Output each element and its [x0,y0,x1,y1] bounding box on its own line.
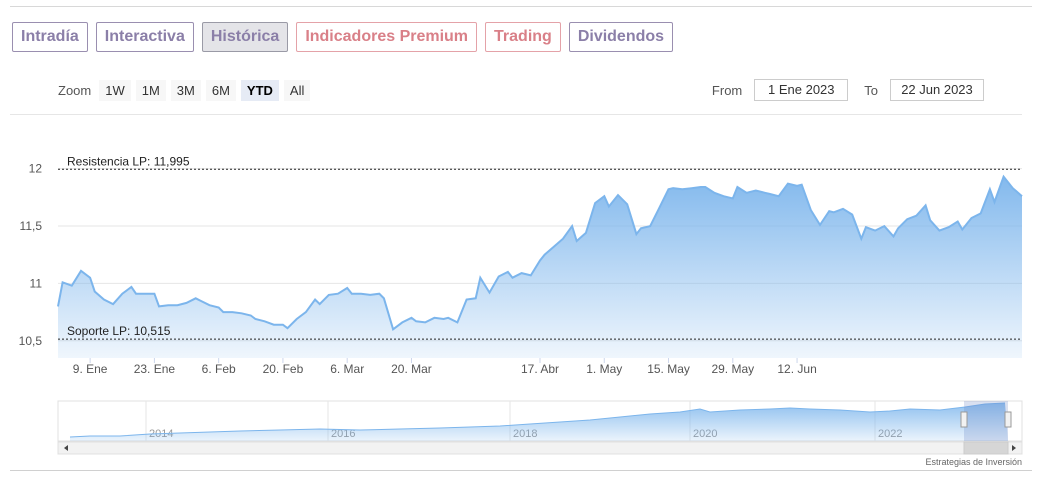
zoom-buttons: 1W 1M 3M 6M YTD All [99,80,315,101]
tab-hist-rica[interactable]: Histórica [201,22,289,52]
x-tick-label: 6. Feb [202,362,236,376]
navigator-area [70,403,1008,441]
x-tick-label: 20. Feb [263,362,304,376]
zoom-1m-button[interactable]: 1M [135,80,166,101]
x-tick-label: 20. Mar [391,362,432,376]
x-tick-label: 15. May [647,362,690,376]
tab-indicadores-premium[interactable]: Indicadores Premium [296,22,478,52]
scrollbar-thumb[interactable] [963,441,1009,455]
x-tick-label: 23. Ene [134,362,176,376]
top-divider [10,6,1032,7]
series-line [57,174,1023,331]
navigator-left-handle[interactable] [960,411,968,428]
tab-dividendos[interactable]: Dividendos [568,22,674,52]
zoom-ytd-button[interactable]: YTD [240,80,279,101]
bottom-divider [10,470,1032,471]
x-tick-label: 12. Jun [777,362,816,376]
toolbar-divider [10,114,1022,115]
to-date-input[interactable]: 22 Jun 2023 [890,79,984,101]
from-date-input[interactable]: 1 Ene 2023 [754,79,849,101]
x-tick-label: 1. May [586,362,622,376]
scrollbar-track[interactable] [57,441,1023,455]
credit-text[interactable]: Estrategias de Inversión [925,457,1022,467]
tab-intrad-a[interactable]: Intradía [12,22,88,52]
x-tick-label: 29. May [711,362,754,376]
series-area [58,176,1022,358]
tab-interactiva[interactable]: Interactiva [95,22,194,52]
y-tick-label: 11,5 [20,219,43,233]
date-range: From 1 Ene 2023 To 22 Jun 2023 [712,79,984,101]
x-tick-label: 6. Mar [330,362,364,376]
navigator-right-handle[interactable] [1004,411,1012,428]
x-tick-label: 9. Ene [73,362,108,376]
x-tick-label: 17. Abr [521,362,559,376]
zoom-label: Zoom [58,83,92,98]
y-tick-label: 12 [29,162,43,176]
y-tick-label: 10,5 [19,334,43,348]
y-tick-label: 11 [30,276,43,290]
zoom-1w-button[interactable]: 1W [99,80,131,101]
scroll-right-icon[interactable] [1012,445,1016,451]
resistance-label: Resistencia LP: 11,995 [67,154,190,168]
view-tabs: Intradía Interactiva Histórica Indicadores … [12,22,681,52]
scroll-left-icon[interactable] [64,445,68,451]
to-label: To [864,82,878,98]
navigator-line [69,402,1006,438]
tab-trading[interactable]: Trading [485,22,561,52]
from-label: From [711,82,743,98]
support-label: Soporte LP: 10,515 [67,324,171,338]
zoom-3m-button[interactable]: 3M [170,80,201,101]
zoom-all-button[interactable]: All [283,80,311,101]
navigator-selection [964,401,1008,441]
zoom-6m-button[interactable]: 6M [205,80,236,101]
zoom-controls: Zoom 1W 1M 3M 6M YTD All [58,80,315,101]
